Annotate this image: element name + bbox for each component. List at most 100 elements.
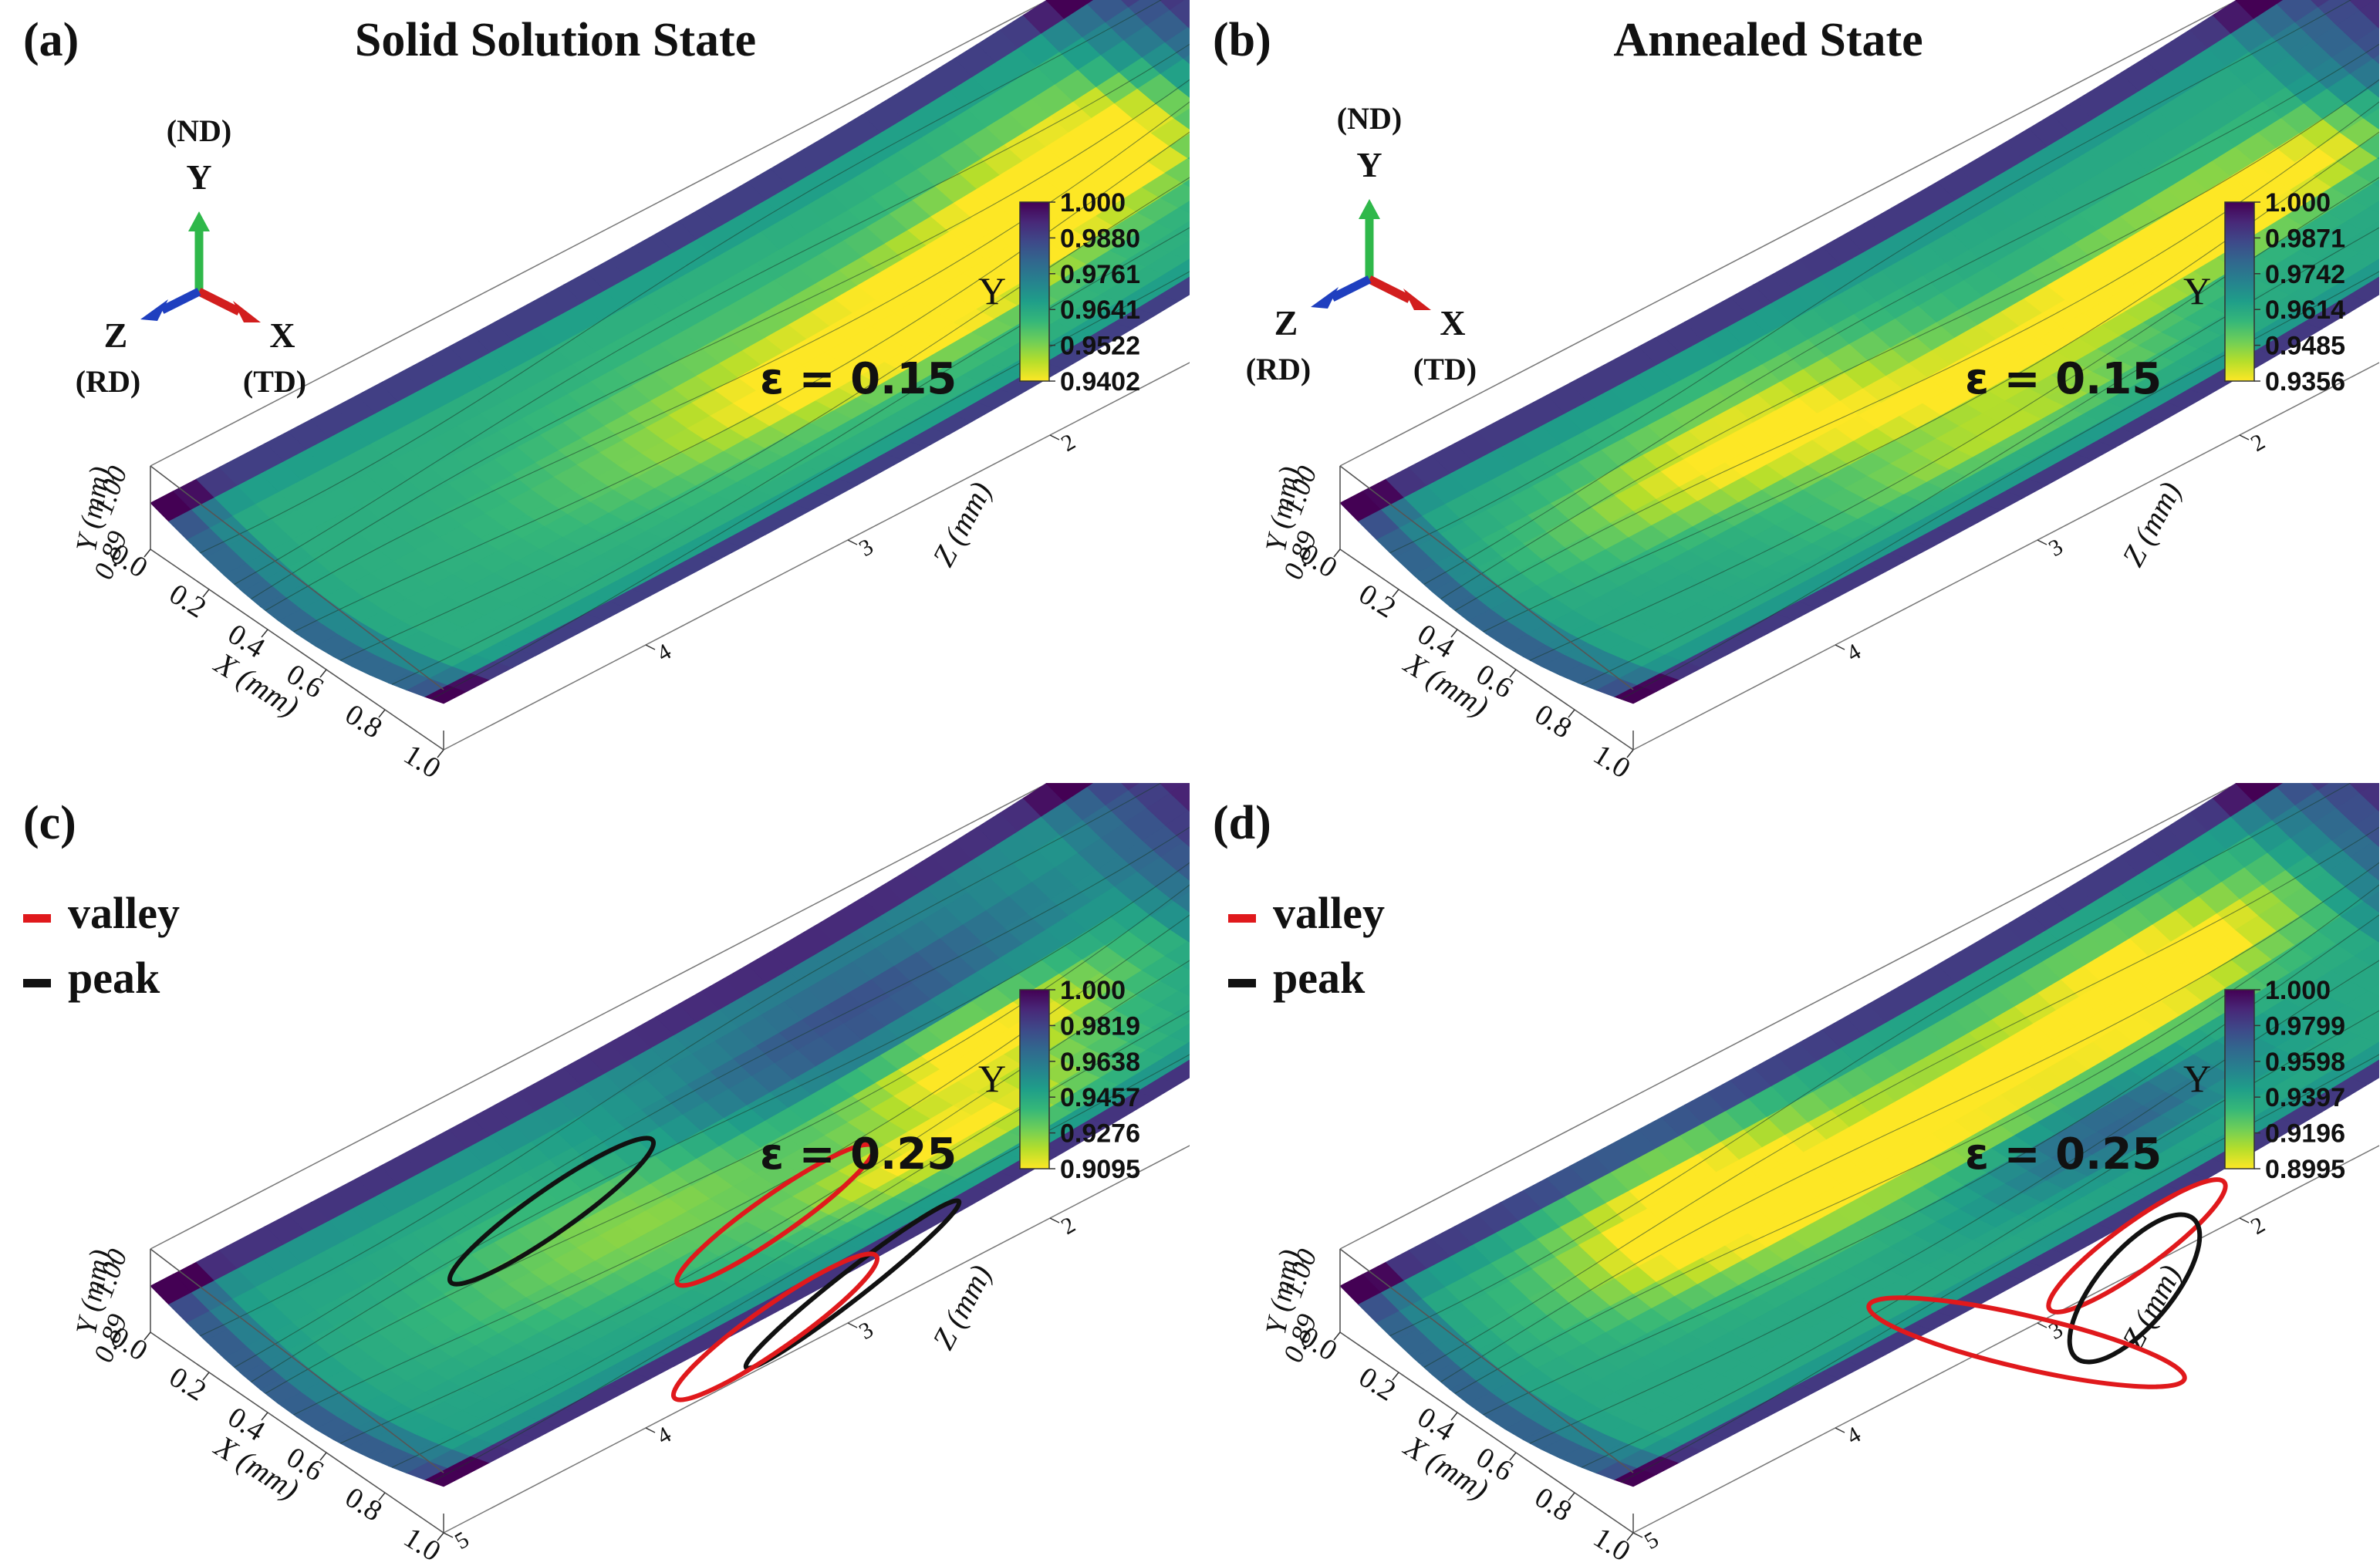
contour-line [1454,884,2379,1394]
surface-tile [1160,58,1190,90]
surface-tile [1170,783,1190,811]
z-tick-label: 4 [653,1422,675,1450]
z-tick-label: 3 [855,1317,877,1345]
z-tick-label: 5 [451,1527,473,1554]
surface-tile [2345,872,2379,902]
colorbar-tick-label: 0.9880 [1060,224,1140,253]
surface-tile [2348,783,2375,794]
bounding-box [150,0,1190,751]
triad-rd-label: (RD) [1246,352,1311,386]
z-tick-label: 4 [653,639,675,667]
contour-line [391,227,1190,685]
surface-tile [2349,183,2379,208]
colorbar-tick-label: 1.000 [1060,188,1126,218]
surface-tile [1169,133,1190,159]
surface-plot: 0.00.20.40.60.81.0X (mm)01234Z (mm)1.000… [23,0,1190,783]
surface-tile [1150,1013,1190,1037]
colorbar-tick-label: 0.9761 [1060,260,1140,289]
colorbar-tick-label: 1.000 [2265,976,2331,1005]
surface-tile [1160,966,1190,991]
surface-tile [1150,118,1190,147]
surface-tile [1121,0,1141,8]
colorbar-tick-label: 0.9402 [1060,367,1140,397]
colorbar-tick-label: 0.9356 [2265,367,2345,397]
surface-tile [2345,207,2379,231]
panel-label: (a) [23,14,79,66]
surface-tile [2345,89,2379,119]
surface-tile [2272,783,2284,788]
contour-line [1483,914,2379,1416]
surface-plot: 0.00.20.40.60.81.0X (mm)012345Z (mm)1.00… [1213,783,2379,1566]
surface-tile [2372,54,2379,65]
surface-tile [1159,0,1186,11]
surface-mesh [150,783,1190,1487]
surface-tile [2372,1059,2379,1067]
surface-tile [2354,940,2379,967]
triad-x-label: X [1440,303,1465,343]
contour-lines [1389,0,2379,700]
contour-line [200,0,1162,554]
panel-label: (d) [1213,797,1271,849]
triad-nd-label: (ND) [167,113,231,148]
axis-triad [140,211,261,322]
contour-line [293,131,1190,633]
surface-tile [1160,183,1190,208]
surface-tile [2348,0,2375,11]
colorbar-tick-label: 0.9095 [1060,1155,1140,1184]
surface-tile [2372,276,2379,284]
surface-tile [2368,865,2379,881]
surface-tile [2376,1041,2379,1045]
z-tick-label: 2 [1057,429,1079,457]
colorbar-tick-label: 0.9638 [1060,1048,1140,1077]
x-tick-label: 0.2 [1353,1361,1402,1408]
surface-tile [2349,280,2379,302]
surface-tile [2349,1063,2379,1085]
colorbar-tick-label: 1.000 [1060,976,1126,1005]
surface-tile [1178,984,1190,997]
z-axis-label: Z (mm) [2115,476,2189,572]
surface-tile [2358,133,2379,159]
contour-line [1620,1054,2379,1483]
surface-tile [2349,966,2379,991]
surface-tile [2340,901,2379,930]
surface-tile [1160,841,1190,873]
z-axis-label: Z (mm) [926,1259,999,1355]
contour-line [1483,131,2379,633]
surface-tile [2359,0,2379,28]
surface-tile [1121,783,1141,791]
triad-y-label: Y [186,157,211,197]
contour-line [1620,271,2379,700]
z-tick-label: 4 [1842,639,1865,667]
surface-tile [1082,783,1095,788]
colorbar-tick-label: 0.9641 [1060,295,1140,325]
strain-label: ε = 0.15 [760,354,957,404]
surface-tile [1169,1023,1190,1044]
contour-lines [200,0,1190,700]
x-tick-label: 1.0 [1588,738,1636,783]
surface-tile [1183,837,1190,848]
front-edges [1339,1248,1634,1534]
annotation-peak-ellipse [2067,1212,2203,1365]
legend-peak-swatch [1228,979,1256,987]
surface-tile [2363,108,2379,130]
z-tick-label: 5 [1640,1527,1663,1554]
colorbar-tick-label: 1.000 [2265,188,2331,218]
colorbar-tick-label: 0.9196 [2265,1119,2345,1149]
surface-tile [1187,25,1190,29]
panel-title: Annealed State [1613,14,1923,66]
surface-tile [2368,984,2379,997]
annotation-valley-ellipse [1866,1295,2187,1389]
strain-label: ε = 0.25 [1965,1129,2162,1180]
legend-valley-label: valley [1273,888,1385,938]
surface-tile [1155,89,1190,119]
z-tick-label: 3 [2044,534,2067,562]
colorbar [2224,201,2255,382]
surface-tile [2372,962,2379,970]
surface-tile [1173,1004,1190,1021]
colorbar-tick-label: 0.9457 [1060,1083,1140,1112]
contour-line [1529,177,2379,661]
surface-tile [1169,916,1190,942]
surface-tile [1178,201,1190,214]
contour-line [234,826,1190,1369]
panel-d: 0.00.20.40.60.81.0X (mm)012345Z (mm)1.00… [1190,783,2379,1566]
